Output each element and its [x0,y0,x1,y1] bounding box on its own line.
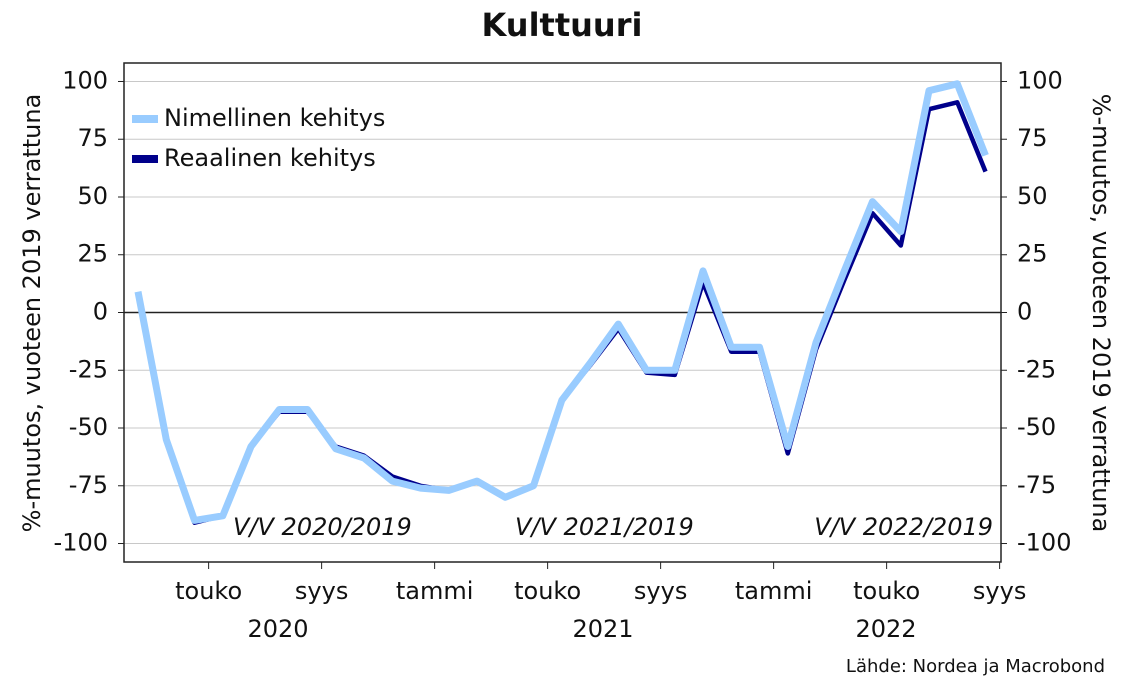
x-tick-label: syys [295,577,348,605]
y-tick-label: -75 [69,471,108,499]
y-tick-label: 75 [77,124,108,152]
annotation: V/V 2021/2019 [515,513,694,541]
x-tick-label: syys [973,577,1026,605]
year-label: 2022 [855,615,916,643]
source: Lähde: Nordea ja Macrobond [846,656,1105,677]
year-label: 2021 [572,615,633,643]
y-tick-label: 100 [62,66,108,94]
y2-tick-label: -100 [1017,529,1071,557]
y2-tick-label: 75 [1017,124,1048,152]
y-tick-label: 50 [77,182,108,210]
y-tick-label: 0 [93,298,108,326]
y-tick-label: -100 [54,529,108,557]
x-tick-label: syys [634,577,687,605]
x-tick-label: tammi [396,577,474,605]
plot-frame [123,62,1002,563]
y2-axis-label: %-muutos, vuoteen 2019 verrattuna [1087,94,1115,533]
line [134,80,989,524]
y2-tick-label: -50 [1017,413,1056,441]
y2-tick-label: 25 [1017,240,1048,268]
annotation: V/V 2020/2019 [233,513,412,541]
year-label: 2020 [247,615,308,643]
x-tick-label: touko [853,577,920,605]
y2-tick-label: -25 [1017,355,1056,383]
y-tick-label: 25 [77,240,108,268]
chart-title: Kulttuuri [482,6,643,44]
y2-tick-label: 100 [1017,66,1063,94]
y2-tick-label: -75 [1017,471,1056,499]
y2-tick-label: 50 [1017,182,1048,210]
y-axis-label: %-muutos, vuoteen 2019 verrattuna [18,94,46,533]
legend-label: Reaalinen kehitys [164,144,376,172]
x-tick-label: tammi [735,577,813,605]
y2-tick-label: 0 [1017,298,1032,326]
y-tick-label: -50 [69,413,108,441]
x-tick-label: touko [514,577,581,605]
y-tick-label: -25 [69,355,108,383]
annotation: V/V 2022/2019 [814,513,993,541]
legend-label: Nimellinen kehitys [164,104,385,132]
x-tick-label: touko [175,577,242,605]
